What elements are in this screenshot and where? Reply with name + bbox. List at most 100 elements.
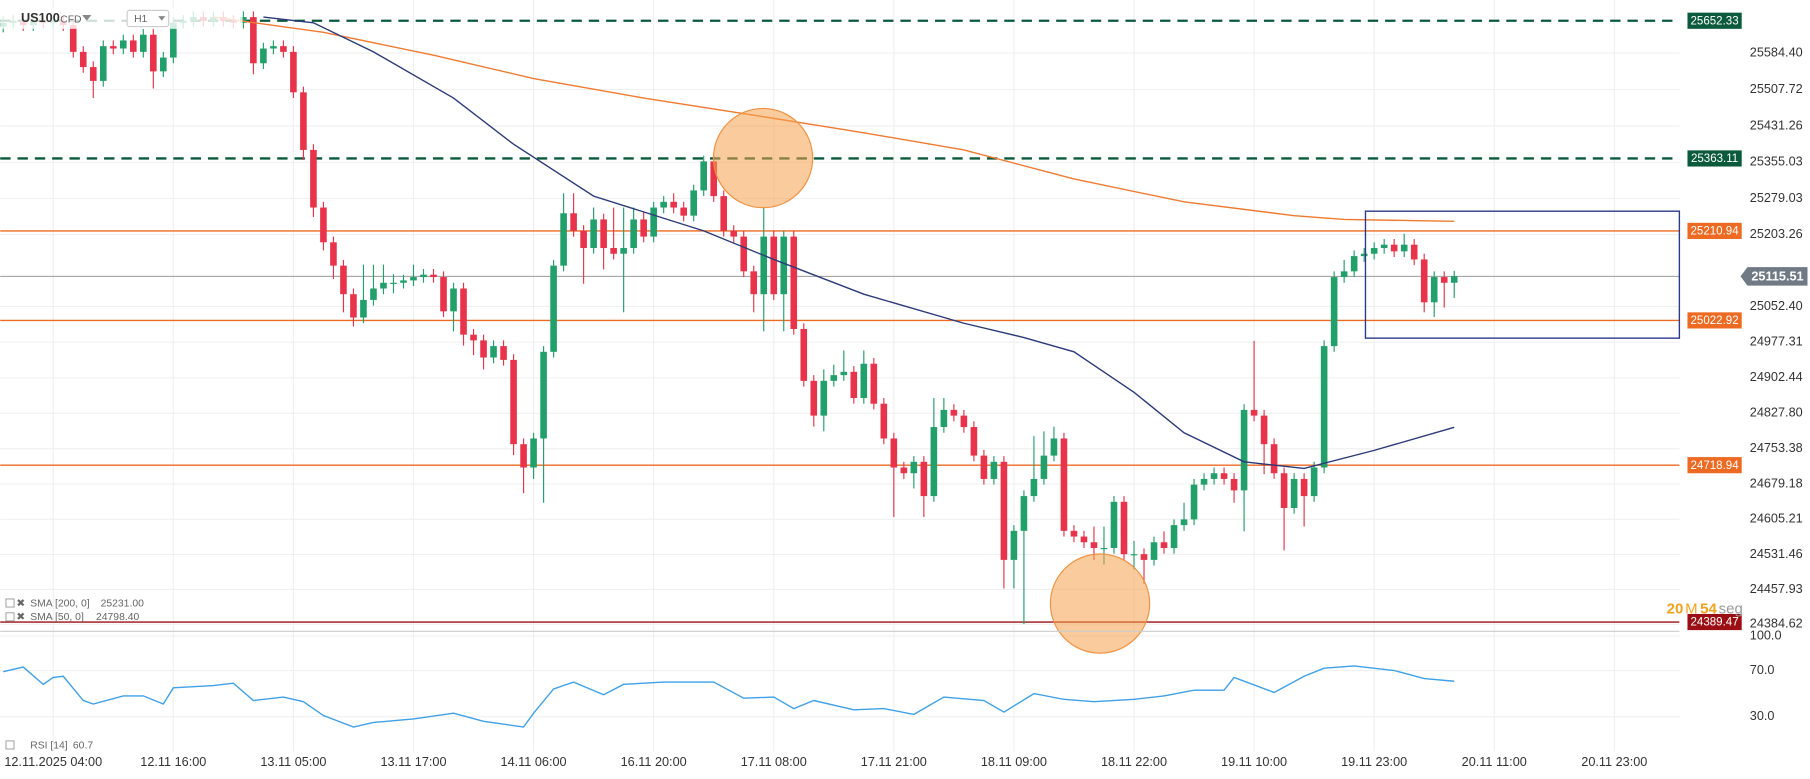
candle-body [1150,542,1158,560]
candle-body [820,380,828,416]
candle-body [520,444,527,468]
level-label: 24389.47 [1691,617,1739,629]
axis-labels: 25584.40 25507.72 25431.26 25355.03 25279.03… [4,12,1808,769]
candle-body [760,236,768,295]
candle-body [560,213,567,266]
countdown-minutes: 20 [1667,600,1684,617]
candle-body [119,40,127,49]
level-label: 25363.11 [1691,153,1738,165]
candle-body [950,409,958,416]
y-tick-label: 24753.38 [1750,441,1803,455]
candle-body [680,207,687,216]
candle-body [370,288,377,300]
dropdown-arrow[interactable] [158,16,166,21]
candle-body [540,351,547,439]
candle-body [850,371,858,398]
rsi-tick-label: 100.0 [1750,628,1782,642]
candle-body [440,277,447,312]
current-price-label: 25115.51 [1751,269,1803,283]
y-tick-label: 24827.80 [1750,406,1803,420]
candle-body [410,277,417,281]
candle-body [730,230,738,237]
range-box [1364,210,1681,339]
candle-body [270,46,277,49]
candle-body [630,219,637,249]
candle-body [580,230,587,249]
candle-body [1440,277,1448,283]
candle-body [1060,438,1068,531]
candle-body [640,219,647,237]
y-tick-label: 25052.40 [1750,299,1803,313]
candle-body [79,51,87,68]
candle-body [1310,467,1318,497]
y-tick-label: 25584.40 [1750,45,1803,59]
y-tick-label: 24977.31 [1750,335,1803,349]
highlight-circle [1049,553,1151,654]
candle-body [129,40,137,52]
candle-body [830,375,838,381]
candle-body [1350,256,1358,272]
symbol[interactable]: US100 [21,11,60,25]
x-tick-label: 18.11 09:00 [981,755,1047,769]
level-label: 25210.94 [1691,226,1740,238]
candle-body [300,92,307,150]
legend-icon [5,612,15,622]
x-tick-label: 13.11 05:00 [260,755,326,769]
candle-body [1220,473,1228,479]
candle-body [970,427,978,456]
candle-body [99,46,107,81]
sma-line [263,16,1455,470]
candle-body [550,265,557,352]
candle-body [960,415,968,428]
candle-body [350,294,357,318]
header-bg [0,8,243,29]
candle-body [170,22,177,58]
candle-body [1040,455,1048,479]
candle-body [1140,554,1148,560]
candle-body [940,409,948,428]
x-tick-label: 19.11 10:00 [1221,755,1287,769]
candle-body [800,328,808,381]
candle-body [1300,478,1308,497]
candle-body [1430,277,1438,303]
candle-body [660,201,667,208]
candle-body [69,25,77,52]
candle-body [280,46,287,52]
candle-body [530,438,537,468]
candle-body [980,455,988,479]
level-label: 25652.33 [1691,15,1739,27]
candle-body [1030,478,1038,497]
countdown-minutes-unit: M [1685,600,1698,617]
candle-body [880,403,888,439]
x-tick-label: 13.11 17:00 [380,755,446,769]
countdown-seconds: 54 [1700,600,1717,617]
candle-body [420,274,427,278]
candle-body [930,427,938,497]
candle-body [109,46,117,49]
candle-body [1380,244,1388,249]
candle-body [1160,542,1168,548]
x-tick-label: 20.11 11:00 [1462,755,1527,769]
candle-body [1270,444,1278,474]
x-tick-label: 14.11 06:00 [501,755,567,769]
rsi-line [3,665,1455,728]
sma-line [213,16,1455,223]
timeframe[interactable]: H1 [134,14,147,25]
candle-body [510,359,517,445]
timeframe-box[interactable] [126,9,170,28]
dropdown-arrow[interactable] [82,15,92,21]
candle-body [470,334,477,341]
candle-body [480,340,487,358]
candle-body [610,248,617,254]
candle-body [1020,496,1028,531]
countdown-seconds-unit: seg [1719,600,1743,617]
candle-body [1100,547,1108,550]
candle-body [460,288,467,335]
candle-body [1280,473,1288,508]
candle-body [740,236,748,272]
y-tick-label: 24384.62 [1750,617,1803,631]
candle-body [860,363,868,398]
candle-body [260,48,267,64]
y-tick-label: 25279.03 [1750,191,1803,205]
